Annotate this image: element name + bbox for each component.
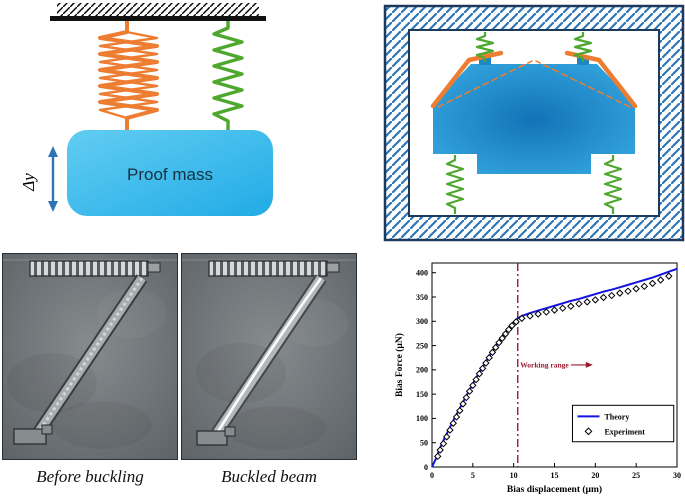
svg-text:Theory: Theory <box>604 412 629 421</box>
ceiling-hatch <box>57 3 259 16</box>
svg-text:200: 200 <box>416 366 428 375</box>
svg-text:150: 150 <box>416 390 428 399</box>
svg-text:0: 0 <box>424 463 428 472</box>
sem-image-buckled-beam <box>181 253 357 460</box>
comb-anchor <box>208 260 328 277</box>
beam-anchor-foot <box>196 430 228 446</box>
suspension-springs <box>445 32 623 214</box>
svg-text:20: 20 <box>591 471 599 480</box>
svg-text:10: 10 <box>510 471 518 480</box>
svg-text:50: 50 <box>420 439 428 448</box>
schematic-spring-mass: Proof mass Δy <box>19 3 273 216</box>
bias-force-chart: 0 5 10 15 20 25 30050100150200250300350400Bias… <box>394 262 681 495</box>
buckled-spring <box>98 21 159 130</box>
comb-anchor <box>29 260 149 277</box>
svg-text:350: 350 <box>416 293 428 302</box>
svg-text:0: 0 <box>430 471 434 480</box>
beam-anchor-foot <box>13 428 47 445</box>
linear-spring <box>212 21 244 130</box>
svg-text:400: 400 <box>416 269 428 278</box>
svg-text:30: 30 <box>673 471 681 480</box>
schematic-device-layout <box>383 4 685 242</box>
buckled-beam <box>211 274 327 437</box>
sem-image-before-buckling <box>2 253 178 460</box>
proof-mass-layout <box>433 64 635 174</box>
delta-y-label: Δy <box>19 173 38 192</box>
svg-text:25: 25 <box>632 471 640 480</box>
caption-before-buckling: Before buckling <box>36 467 144 486</box>
svg-text:100: 100 <box>416 414 428 423</box>
svg-text:250: 250 <box>416 341 428 350</box>
svg-text:Bias Force (µN): Bias Force (µN) <box>394 333 405 397</box>
svg-text:300: 300 <box>416 317 428 326</box>
ceiling-bar <box>50 16 266 21</box>
svg-text:15: 15 <box>551 471 559 480</box>
proof-mass-label: Proof mass <box>127 165 213 184</box>
caption-buckled-beam: Buckled beam <box>221 467 317 486</box>
svg-text:5: 5 <box>471 471 475 480</box>
svg-text:Working range: Working range <box>520 360 569 369</box>
svg-text:Bias displacement (µm): Bias displacement (µm) <box>507 484 602 495</box>
delta-y-arrow <box>48 146 58 212</box>
svg-text:Experiment: Experiment <box>604 427 645 436</box>
straight-beam <box>32 274 148 437</box>
proof-mass <box>67 130 273 216</box>
